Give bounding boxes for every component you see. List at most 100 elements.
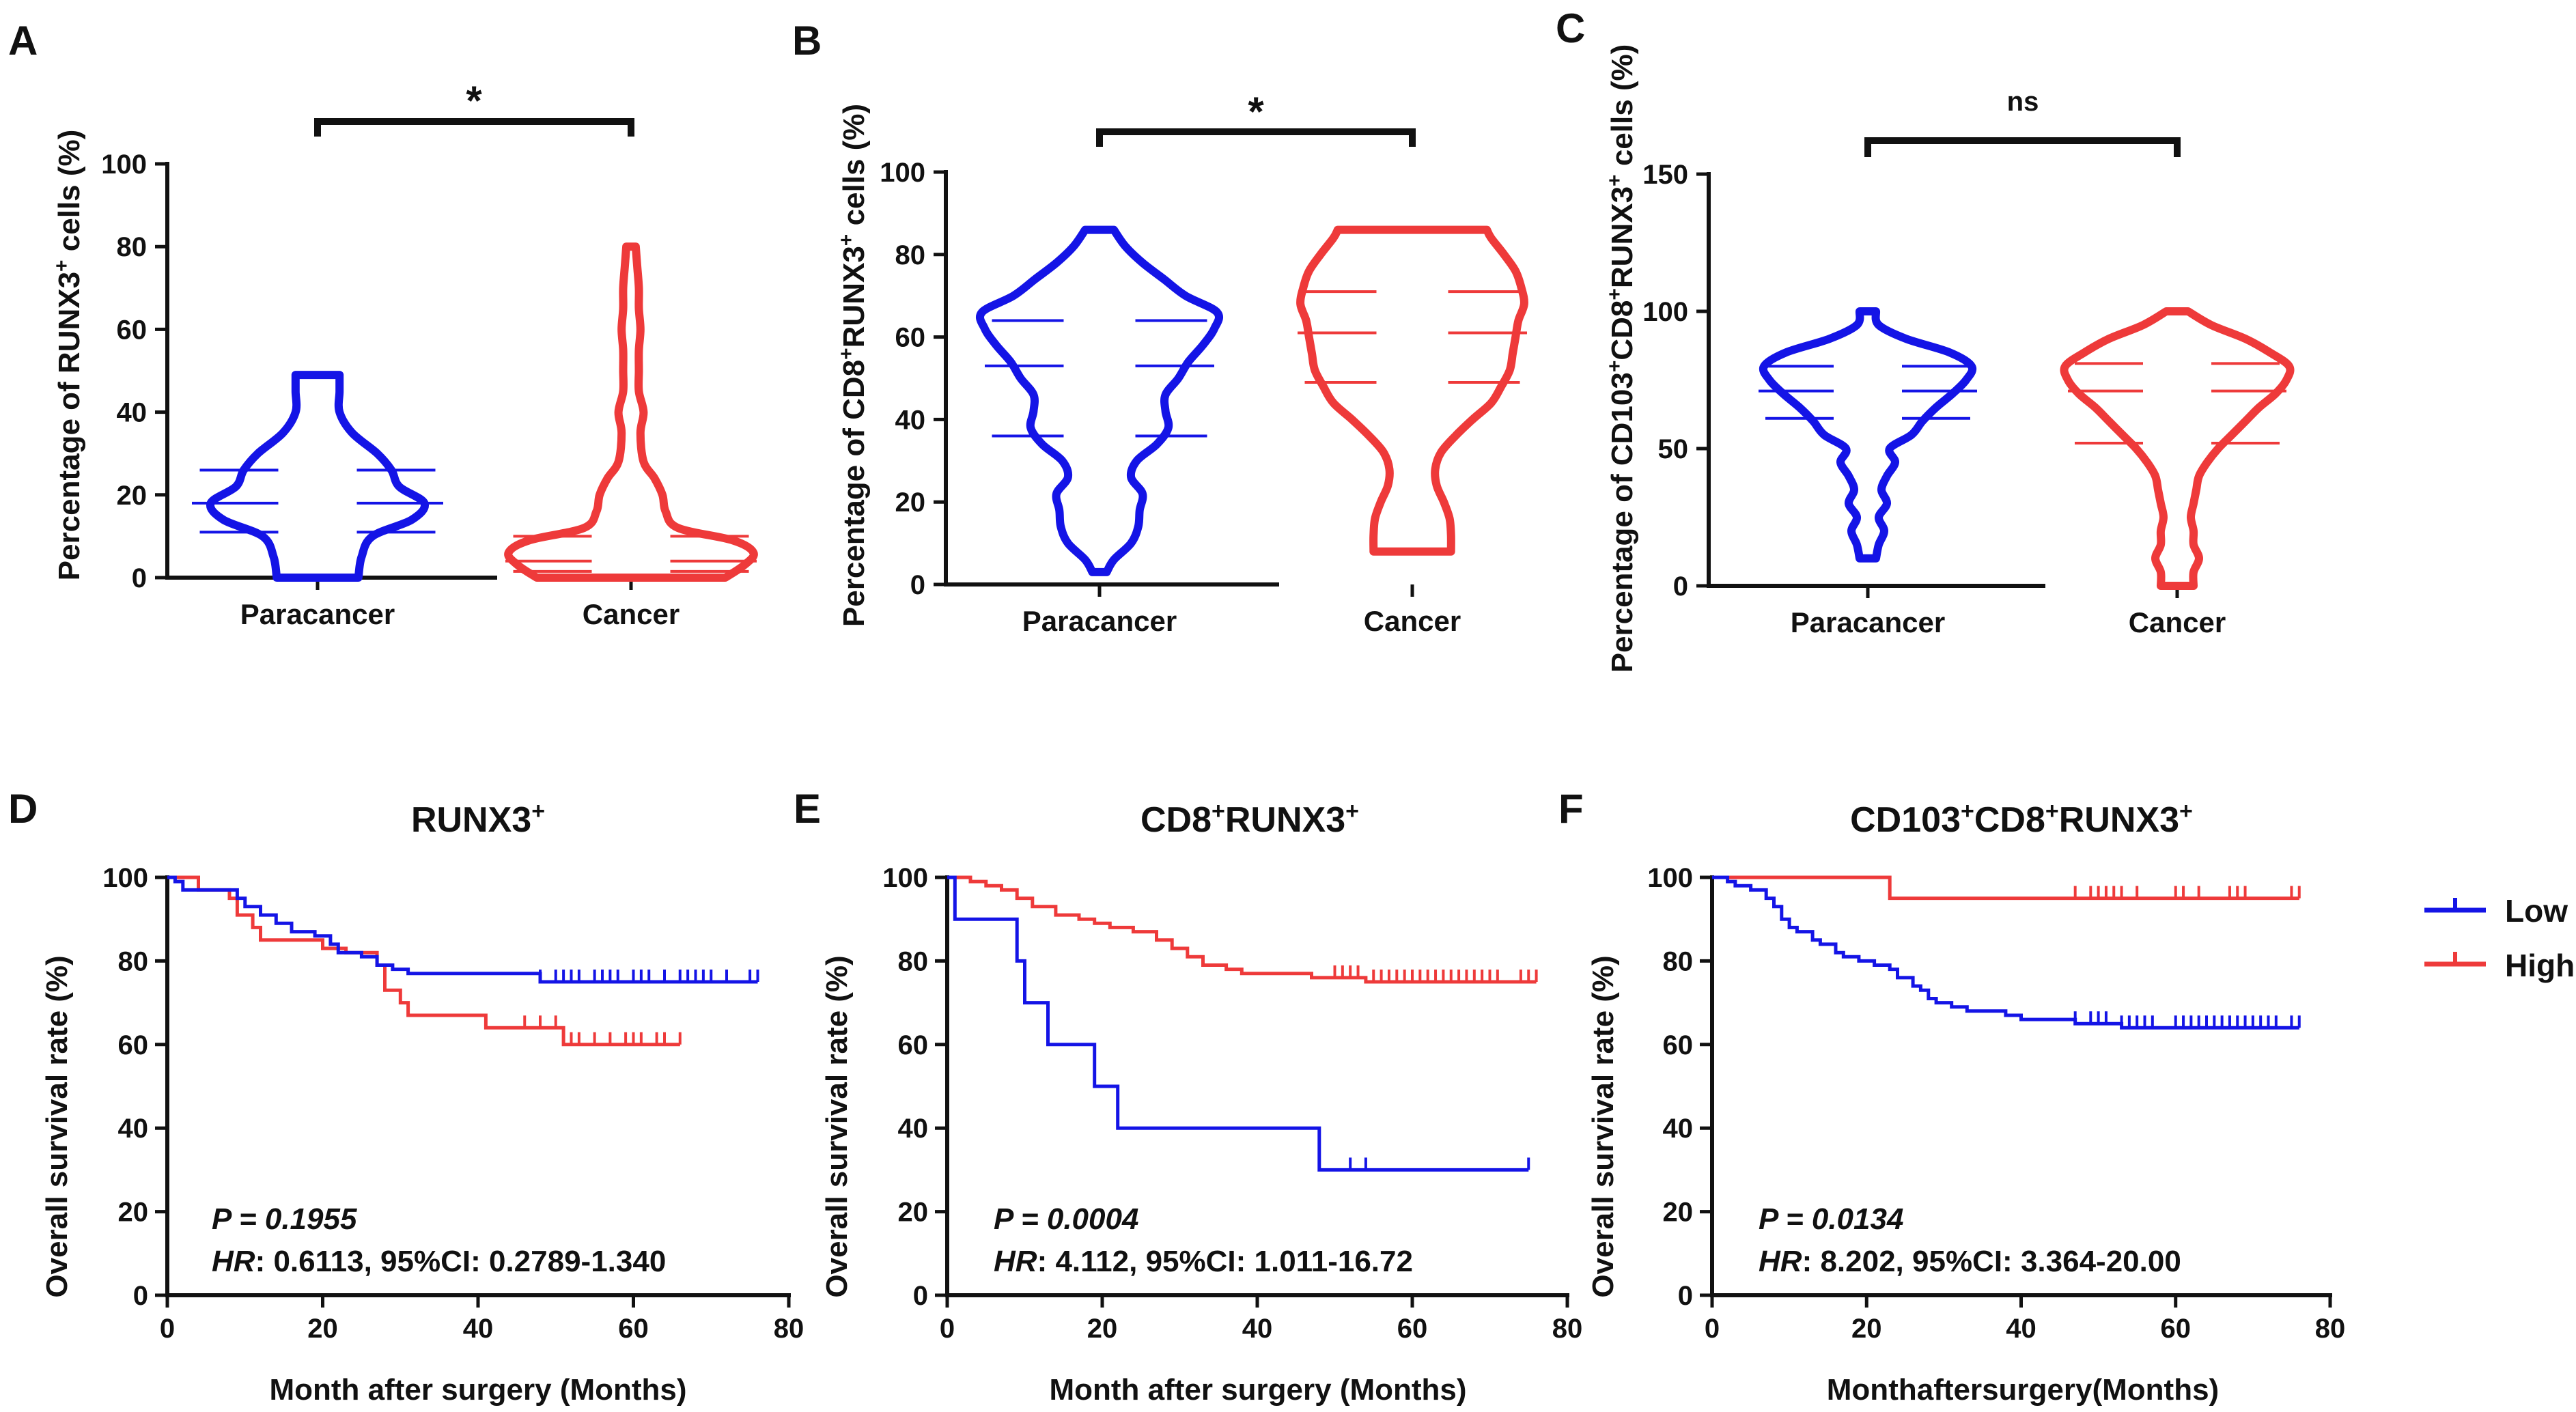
panel-b: B Percentage of CD8+RUNX3+ cells (%) * 0… [792,18,1528,637]
panel-d: D RUNX3+ Overall survival rate (%) Month… [8,786,804,1407]
chart-title-d: RUNX3+ [411,798,545,840]
y-tick-label: 60 [895,323,926,353]
panel-f: F CD103+CD8+RUNX3+ Overall survival rate… [1558,786,2345,1407]
y-axis-label-c: Percentage of CD103+CD8+RUNX3+ cells (%) [1604,44,1640,673]
y-tick-label: 40 [1663,1114,1694,1144]
y-tick-label: 0 [1673,571,1688,602]
x-tick-label: 20 [1851,1314,1882,1344]
violin-cancer [1296,225,1528,556]
x-tick-label: 60 [1397,1314,1428,1344]
y-tick-label: 60 [898,1030,929,1060]
panel-e: E CD8+RUNX3+ Overall survival rate (%) M… [794,786,1582,1407]
y-tick-label: 0 [132,563,147,593]
legend-label-low: Low [2505,893,2568,929]
x-tick-label: 40 [463,1314,494,1344]
hr-text-f: HR: 8.202, 95%CI: 3.364-20.00 [1759,1245,2181,1278]
x-axis-label-f: Monthaftersurgery(Months) [1827,1373,2219,1407]
panel-label-c: C [1556,5,1585,51]
y-tick-label: 0 [1678,1281,1693,1311]
y-axis-label-b: Percentage of CD8+RUNX3+ cells (%) [835,104,871,627]
y-tick-label: 20 [117,481,148,511]
survival-curve-high [947,875,1537,984]
x-tick-label: Cancer [583,598,680,630]
y-tick-label: 20 [118,1198,149,1228]
violin-paracancer [206,371,429,582]
x-tick-label: 0 [1705,1314,1720,1344]
x-tick-label: Paracancer [1791,606,1946,638]
violin-paracancer [976,225,1223,576]
x-tick-label: 80 [774,1314,804,1344]
y-tick-label: 20 [898,1198,929,1228]
x-axis-label-d: Month after surgery (Months) [269,1373,686,1407]
panel-label-f: F [1558,786,1584,832]
legend-label-high: High [2505,948,2575,983]
y-tick-label: 80 [118,946,149,976]
significance-bracket-a [314,118,634,137]
significance-bracket-b [1096,128,1416,147]
chart-title-f: CD103+CD8+RUNX3+ [1850,798,2193,840]
y-axis-label-e: Overall survival rate (%) [820,955,854,1297]
x-tick-label: 80 [1552,1314,1583,1344]
x-tick-label: 20 [1087,1314,1118,1344]
hr-text-d: HR: 0.6113, 95%CI: 0.2789-1.340 [212,1245,666,1278]
panel-label-e: E [794,786,821,832]
significance-label-a: * [466,78,482,124]
x-tick-label: 0 [940,1314,955,1344]
legend: Low High [2424,893,2575,983]
panel-label-a: A [8,18,38,63]
y-tick-label: 100 [101,150,147,180]
x-tick-label: 20 [307,1314,338,1344]
violin-cancer [504,242,758,582]
panel-label-b: B [792,18,822,63]
y-tick-label: 40 [117,398,148,428]
violin-paracancer [1759,307,1977,563]
panel-label-d: D [8,786,38,832]
y-tick-label: 80 [895,240,926,270]
x-axis-label-e: Month after surgery (Months) [1049,1373,1466,1407]
survival-curve-low [167,875,758,984]
x-tick-label: Cancer [2129,606,2226,638]
y-tick-label: 60 [117,315,148,345]
y-tick-label: 60 [118,1030,149,1060]
y-tick-label: 150 [1642,160,1688,190]
significance-label-c: ns [2007,87,2039,117]
hr-text-e: HR: 4.112, 95%CI: 1.011-16.72 [994,1245,1413,1278]
y-tick-label: 20 [895,488,926,518]
significance-bracket-c [1864,137,2181,157]
y-axis-label-a: Percentage of RUNX3+ cells (%) [51,130,87,581]
y-tick-label: 80 [117,232,148,262]
x-tick-label: 60 [618,1314,649,1344]
x-tick-label: 40 [1242,1314,1273,1344]
survival-curve-low [947,875,1529,1172]
panel-c: C Percentage of CD103+CD8+RUNX3+ cells (… [1556,5,2295,673]
survival-curve-low [1712,875,2299,1030]
x-tick-label: 60 [2161,1314,2192,1344]
y-tick-label: 0 [910,570,925,600]
y-tick-label: 40 [898,1114,929,1144]
y-tick-label: 100 [880,158,925,188]
panel-a: A Percentage of RUNX3+ cells (%) * 0 20 40… [8,18,758,630]
y-tick-label: 60 [1663,1030,1694,1060]
x-tick-label: 40 [2006,1314,2036,1344]
survival-curve-high [1712,875,2299,901]
x-tick-label: 80 [2315,1314,2346,1344]
y-tick-label: 50 [1658,434,1689,464]
y-tick-label: 20 [1663,1198,1694,1228]
y-tick-label: 40 [118,1114,149,1144]
significance-label-b: * [1248,89,1264,135]
y-tick-label: 80 [898,946,929,976]
y-axis-label-f: Overall survival rate (%) [1586,955,1620,1297]
y-tick-label: 100 [1642,297,1688,327]
x-tick-label: Cancer [1364,605,1461,637]
x-tick-label: Paracancer [1022,605,1177,637]
chart-title-e: CD8+RUNX3+ [1140,798,1359,840]
violin-cancer [2060,307,2295,590]
y-tick-label: 80 [1663,946,1694,976]
y-tick-label: 100 [882,863,928,893]
p-value-f: P = 0.0134 [1759,1202,1903,1236]
p-value-d: P = 0.1955 [212,1202,357,1236]
y-tick-label: 100 [102,863,148,893]
y-tick-label: 40 [895,405,926,435]
x-tick-label: 0 [160,1314,175,1344]
